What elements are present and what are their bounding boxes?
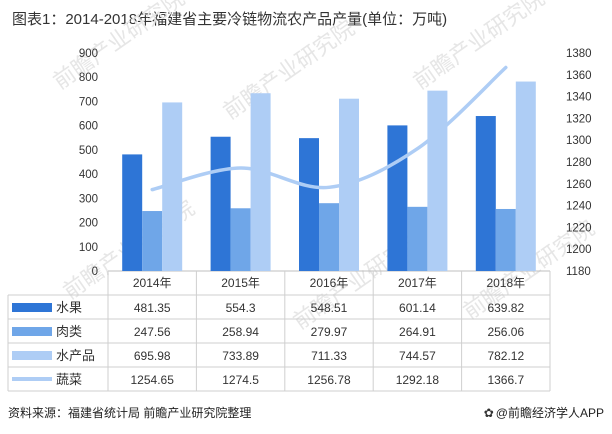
data-cell-蔬菜: 1254.65 bbox=[131, 373, 175, 387]
y-right-tick-label: 1280 bbox=[566, 157, 592, 169]
y-left-tick-label: 600 bbox=[79, 121, 98, 133]
y-right-tick-label: 1240 bbox=[566, 201, 592, 213]
legend-label-水产品: 水产品 bbox=[56, 348, 95, 363]
bar-水果 bbox=[210, 136, 231, 271]
data-cell-蔬菜: 1366.7 bbox=[487, 373, 524, 387]
data-cell-水果: 601.14 bbox=[399, 301, 436, 315]
y-left-tick-label: 200 bbox=[79, 218, 98, 230]
y-right-tick-label: 1360 bbox=[566, 70, 592, 82]
line-series bbox=[150, 65, 508, 192]
credit-text: @前瞻经济学人APP bbox=[495, 406, 604, 420]
y-left-tick-label: 300 bbox=[79, 193, 98, 205]
y-left-tick-label: 500 bbox=[79, 145, 98, 157]
bar-水果 bbox=[299, 138, 319, 271]
bar-水产品 bbox=[162, 102, 183, 271]
y-right-tick-label: 1260 bbox=[566, 179, 592, 191]
watermark-text: 前瞻产业研究院 bbox=[409, 0, 550, 94]
y-left-tick-label: 100 bbox=[79, 242, 98, 254]
bar-肉类 bbox=[230, 208, 251, 271]
y-left-tick-label: 0 bbox=[92, 266, 98, 278]
bar-肉类 bbox=[407, 206, 428, 271]
bar-水果 bbox=[122, 154, 143, 271]
data-cell-肉类: 279.97 bbox=[311, 325, 348, 339]
paw-icon: ✿ bbox=[483, 406, 494, 420]
data-cell-蔬菜: 1256.78 bbox=[307, 373, 351, 387]
x-category-label: 2015年 bbox=[221, 276, 260, 290]
bar-水果 bbox=[387, 125, 408, 271]
data-cell-水果: 554.3 bbox=[226, 301, 256, 315]
data-cell-蔬菜: 1274.5 bbox=[222, 373, 259, 387]
data-cell-水产品: 711.33 bbox=[311, 349, 347, 363]
data-cell-水果: 481.35 bbox=[134, 301, 171, 315]
legend-label-水果: 水果 bbox=[56, 300, 82, 315]
x-category-label: 2014年 bbox=[133, 276, 172, 290]
x-category-label: 2016年 bbox=[310, 276, 349, 290]
bar-肉类 bbox=[142, 211, 163, 271]
legend-swatch-水产品 bbox=[12, 351, 52, 360]
y-right-tick-label: 1180 bbox=[566, 266, 591, 278]
data-cell-水产品: 695.98 bbox=[134, 349, 171, 363]
y-left-tick-label: 400 bbox=[79, 169, 98, 181]
data-cell-肉类: 247.56 bbox=[134, 325, 171, 339]
y-right-tick-label: 1380 bbox=[566, 48, 592, 60]
x-category-label: 2017年 bbox=[398, 276, 437, 290]
data-cell-肉类: 264.91 bbox=[399, 325, 436, 339]
watermark-text: 前瞻产业研究院 bbox=[219, 15, 360, 124]
line-蔬菜 bbox=[150, 65, 508, 192]
data-cell-水产品: 782.12 bbox=[487, 349, 524, 363]
y-left-tick-label: 700 bbox=[79, 96, 98, 108]
y-right-tick-label: 1220 bbox=[566, 222, 592, 234]
legend-swatch-水果 bbox=[12, 303, 52, 312]
legend-label-肉类: 肉类 bbox=[56, 324, 82, 339]
y-right-tick-label: 1300 bbox=[566, 135, 592, 147]
source-note: 资料来源：福建省统计局 前瞻产业研究院整理 bbox=[8, 406, 252, 420]
legend-swatch-肉类 bbox=[12, 327, 52, 336]
legend-label-蔬菜: 蔬菜 bbox=[56, 372, 82, 387]
credit-note: ✿ @前瞻经济学人APP bbox=[484, 404, 604, 421]
y-right-tick-label: 1200 bbox=[566, 244, 592, 256]
bar-水产品 bbox=[427, 90, 448, 272]
bar-水产品 bbox=[250, 93, 271, 271]
y-right-tick-label: 1320 bbox=[566, 113, 592, 125]
watermark-text: 前瞻产业研究院 bbox=[49, 0, 190, 94]
y-left-tick-label: 800 bbox=[79, 72, 98, 84]
bar-水产品 bbox=[515, 81, 536, 271]
y-right-tick-label: 1340 bbox=[566, 92, 592, 104]
x-category-label: 2018年 bbox=[486, 276, 525, 290]
chart-title: 图表1：2014-2018年福建省主要冷链物流农产品产量(单位：万吨) bbox=[12, 11, 448, 28]
data-cell-肉类: 256.06 bbox=[487, 325, 524, 339]
chart: 前瞻产业研究院前瞻产业研究院前瞻产业研究院前瞻产业研究院前瞻产业研究院前瞻产业研… bbox=[7, 0, 599, 392]
data-cell-水产品: 744.57 bbox=[399, 349, 436, 363]
axes: 0 100 200 300 400 500 600 700 800 900 1180 1200 1220… bbox=[79, 48, 592, 278]
bars bbox=[122, 81, 536, 272]
data-cell-水果: 639.82 bbox=[487, 301, 524, 315]
data-cell-肉类: 258.94 bbox=[222, 325, 259, 339]
data-cell-水果: 548.51 bbox=[311, 301, 348, 315]
y-left-tick-label: 900 bbox=[79, 48, 98, 60]
bar-肉类 bbox=[495, 208, 516, 271]
bar-水果 bbox=[475, 116, 496, 271]
bar-肉类 bbox=[319, 203, 339, 271]
data-cell-水产品: 733.89 bbox=[222, 349, 259, 363]
data-cell-蔬菜: 1292.18 bbox=[396, 373, 440, 387]
